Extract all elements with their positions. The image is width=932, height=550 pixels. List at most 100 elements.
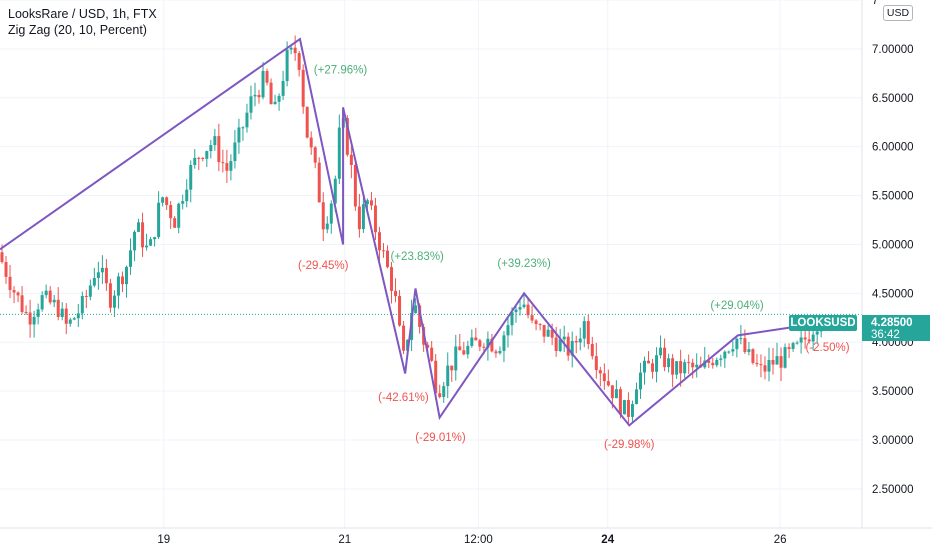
candle: [462, 341, 466, 356]
zigzag-label: (+23.83%): [391, 251, 445, 263]
candle: [173, 215, 177, 228]
candle: [807, 329, 811, 344]
candle: [84, 289, 88, 309]
candle: [317, 157, 321, 203]
candle: [478, 338, 482, 352]
candle: [369, 191, 373, 211]
candle: [715, 357, 719, 368]
candle: [52, 294, 56, 308]
candle: [602, 363, 606, 390]
candle: [626, 392, 630, 426]
candle: [394, 278, 398, 303]
zigzag-label: (+29.04%): [710, 300, 764, 312]
chart-legend: LooksRare / USD, 1h, FTX Zig Zag (20, 10…: [8, 6, 157, 38]
candle: [466, 340, 470, 359]
candle: [691, 358, 695, 379]
candle: [76, 304, 80, 328]
y-tick-label: 3.50000: [872, 386, 914, 398]
candle: [747, 341, 751, 356]
candle: [361, 194, 365, 233]
candle: [80, 291, 84, 320]
last-price-box: 4.28500 36:42: [862, 315, 930, 341]
candle: [20, 286, 24, 315]
candle: [133, 230, 137, 262]
candle: [44, 284, 48, 299]
candle: [667, 353, 671, 373]
candle: [137, 218, 141, 233]
zigzag-label: (-42.61%): [378, 392, 429, 404]
x-tick-label: 19: [157, 534, 170, 546]
candle: [703, 347, 707, 369]
candle: [261, 61, 265, 100]
y-tick-label: 6.00000: [872, 142, 914, 154]
candle: [169, 200, 173, 229]
bar-countdown: 36:42: [871, 329, 900, 341]
candle: [353, 160, 357, 211]
candle: [12, 286, 16, 304]
candle: [305, 106, 309, 139]
candle: [357, 193, 361, 238]
candle: [325, 216, 329, 234]
candle: [241, 126, 245, 141]
y-tick-label: 4.50000: [872, 288, 914, 300]
candle: [759, 354, 763, 378]
candle: [490, 333, 494, 353]
candle: [273, 94, 277, 105]
candle: [108, 278, 112, 313]
candle: [474, 327, 478, 341]
candle: [277, 93, 281, 111]
candle: [638, 362, 642, 399]
candle: [546, 325, 550, 338]
x-tick-label: 26: [774, 534, 787, 546]
candle: [349, 146, 353, 179]
candle: [458, 333, 462, 351]
y-tick-label: 5.00000: [872, 239, 914, 251]
candle: [723, 350, 727, 368]
candle: [695, 353, 699, 378]
candle: [614, 380, 618, 399]
y-tick-label: 2.50000: [872, 484, 914, 496]
candle: [253, 82, 257, 107]
candle: [598, 366, 602, 387]
candle: [40, 291, 44, 312]
candle: [518, 298, 522, 316]
candle: [269, 78, 273, 105]
indicator-title[interactable]: Zig Zag (20, 10, Percent): [8, 23, 147, 37]
candle: [554, 326, 558, 357]
price-axis[interactable]: 2.500003.000003.500004.000004.500005.000…: [872, 0, 914, 496]
candle: [454, 334, 458, 381]
candle: [755, 353, 759, 367]
candle: [655, 347, 659, 383]
candle: [373, 197, 377, 240]
candle: [430, 340, 434, 363]
symbol-title[interactable]: LooksRare / USD, 1h, FTX: [8, 7, 157, 21]
candle: [630, 400, 634, 424]
candle: [578, 327, 582, 351]
currency-button[interactable]: USD: [883, 5, 913, 21]
time-axis[interactable]: 19 21 12:00 24 26: [157, 534, 786, 546]
candle: [32, 310, 36, 338]
candle: [221, 149, 225, 173]
candle: [647, 351, 651, 364]
candle: [566, 332, 570, 361]
candle: [783, 343, 787, 369]
zigzag-labels: (+127.40%)(+27.96%)(-29.45%)(+23.83%)(-4…: [298, 64, 850, 450]
y-tick-label: 5.50000: [872, 191, 914, 203]
candle: [64, 303, 68, 335]
candle: [329, 200, 333, 234]
y-tick-label: 3.00000: [872, 435, 914, 447]
candle: [161, 196, 165, 207]
candle: [337, 114, 341, 184]
candle: [803, 330, 807, 349]
candle: [201, 157, 205, 162]
candle: [56, 287, 60, 321]
candle: [679, 349, 683, 387]
candle: [779, 347, 783, 382]
zigzag-label: (+27.96%): [314, 64, 368, 76]
candle: [687, 354, 691, 374]
candle: [229, 154, 233, 181]
candle: [735, 337, 739, 358]
candle: [104, 259, 108, 291]
candle: [815, 328, 819, 344]
